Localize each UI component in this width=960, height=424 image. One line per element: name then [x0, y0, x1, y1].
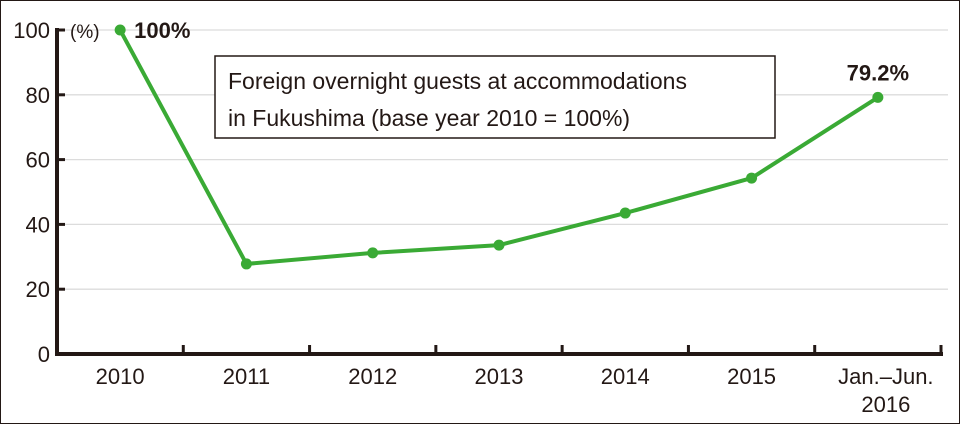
chart-title-line-1: Foreign overnight guests at accommodatio… — [228, 68, 687, 94]
data-point-2013 — [493, 239, 505, 251]
x-tick-label: 2016 — [861, 392, 910, 417]
data-label: 100% — [134, 18, 190, 43]
x-tick-label: 2014 — [601, 364, 650, 389]
x-tick-label: 2011 — [223, 364, 270, 389]
y-tick-label: 0 — [38, 342, 50, 367]
x-tick-label: Jan.–Jun. — [838, 364, 933, 389]
x-axis-labels: 2010 2011 2012 2013 2014 2015 Jan.–Jun. 2016 — [96, 364, 934, 417]
x-tick-label: 2012 — [348, 364, 397, 389]
x-tick-label: 2013 — [475, 364, 524, 389]
y-axis-ticks: 0 20 40 60 80 100 — [13, 18, 50, 367]
y-tick-label: 20 — [26, 277, 50, 302]
y-tick-label: 100 — [13, 18, 50, 43]
gridlines — [57, 29, 948, 290]
data-point-2012 — [367, 247, 379, 259]
chart-title-box: Foreign overnight guests at accommodatio… — [214, 55, 776, 139]
x-tick-label: 2015 — [727, 364, 776, 389]
series-line: 100% 79.2% — [114, 18, 909, 270]
chart-title-line-2: in Fukushima (base year 2010 = 100%) — [228, 105, 630, 131]
y-tick-label: 80 — [26, 83, 50, 108]
x-tick-label: 2010 — [96, 364, 145, 389]
data-point-2010 — [114, 24, 126, 36]
data-point-jan-jun-2016 — [872, 91, 884, 103]
data-point-2011 — [240, 258, 252, 270]
y-tick-label: 40 — [26, 212, 50, 237]
data-point-2015 — [746, 172, 758, 184]
data-point-2014 — [619, 207, 631, 219]
y-tick-label: 60 — [26, 148, 50, 173]
axes — [55, 28, 943, 356]
data-label: 79.2% — [847, 60, 909, 85]
y-axis-unit: (%) — [70, 22, 100, 43]
